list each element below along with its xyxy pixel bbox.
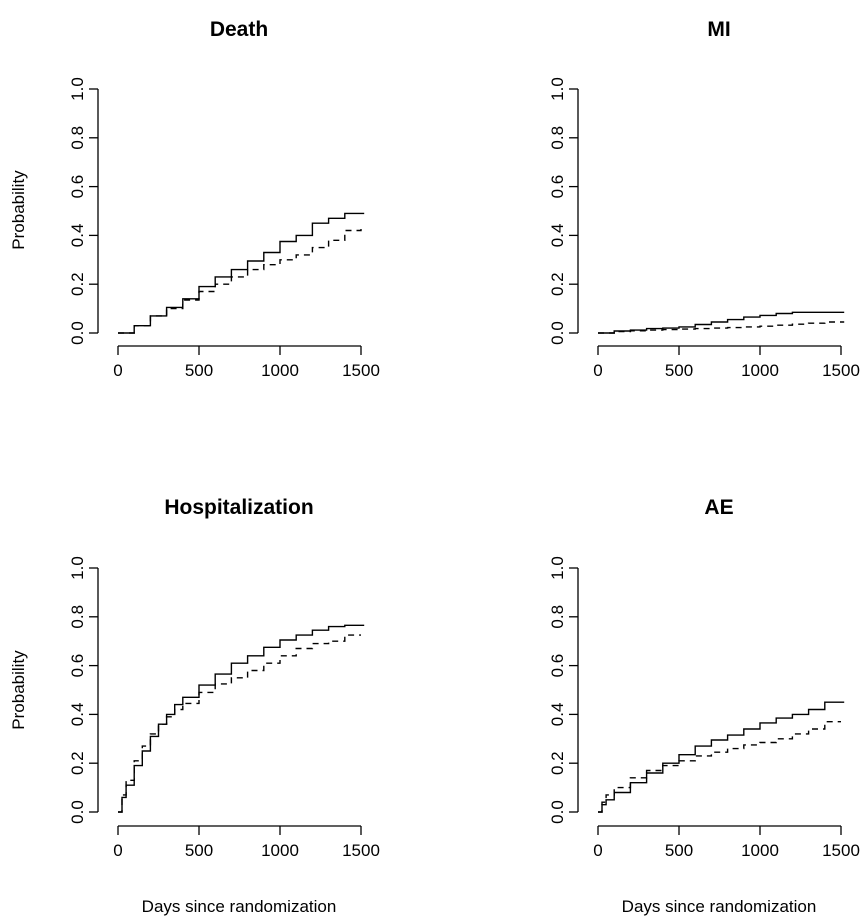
- y-tick-label: 1.0: [548, 556, 567, 580]
- dashed-series-line: [118, 634, 361, 813]
- x-tick-label: 500: [665, 841, 693, 860]
- panel-title: AE: [704, 496, 733, 519]
- x-tick-label: 1500: [822, 841, 860, 860]
- panel-title: MI: [707, 18, 730, 41]
- x-tick-label: 1500: [822, 361, 860, 380]
- x-tick-label: 500: [665, 361, 693, 380]
- dashed-series-line: [598, 321, 845, 334]
- x-tick-label: 1000: [741, 361, 779, 380]
- y-tick-label: 0.2: [68, 272, 87, 296]
- y-tick-label: 0.0: [548, 321, 567, 345]
- solid-series-line: [598, 701, 845, 813]
- dashed-series-line: [118, 225, 362, 334]
- x-tick-label: 500: [185, 361, 213, 380]
- panel-hospitalization: Hospitalization Probability Days since r…: [9, 496, 380, 916]
- y-tick-label: 0.6: [548, 654, 567, 678]
- y-tick-label: 0.2: [68, 751, 87, 775]
- panel-title: Death: [210, 18, 268, 41]
- x-tick-label: 500: [185, 841, 213, 860]
- y-tick-label: 0.0: [68, 800, 87, 824]
- solid-series-line: [598, 311, 845, 334]
- x-tick-label: 0: [113, 361, 122, 380]
- x-tick-label: 0: [593, 361, 602, 380]
- x-tick-label: 1500: [342, 841, 380, 860]
- x-tick-label: 0: [113, 841, 122, 860]
- y-axis-label: Probability: [9, 170, 28, 250]
- solid-series-line: [118, 624, 365, 813]
- y-tick-label: 0.8: [548, 126, 567, 150]
- solid-series-line: [118, 212, 365, 334]
- x-tick-label: 1000: [261, 361, 299, 380]
- y-tick-label: 0.4: [548, 224, 567, 248]
- y-tick-label: 0.2: [548, 751, 567, 775]
- y-tick-label: 0.8: [548, 605, 567, 629]
- y-tick-label: 0.6: [68, 654, 87, 678]
- x-tick-label: 1000: [261, 841, 299, 860]
- dashed-series-line: [598, 721, 841, 813]
- y-tick-label: 1.0: [68, 77, 87, 101]
- x-tick-label: 1000: [741, 841, 779, 860]
- y-axis-label: Probability: [9, 650, 28, 730]
- x-tick-label: 1500: [342, 361, 380, 380]
- y-tick-label: 0.0: [68, 321, 87, 345]
- x-tick-label: 0: [593, 841, 602, 860]
- y-tick-label: 0.0: [548, 800, 567, 824]
- panel-mi: MI 0.0 0.2 0.4 0.6 0.8 1.0 0 500 1000 1500: [548, 18, 860, 380]
- y-tick-label: 0.6: [68, 175, 87, 199]
- panel-death: Death Probability 0.0 0.2 0.4 0.6 0.8 1.0 0 500…: [9, 18, 380, 380]
- x-axis-label: Days since randomization: [142, 897, 337, 916]
- y-tick-label: 0.4: [68, 224, 87, 248]
- panel-ae: AE Days since randomization 0.0 0.2 0.4 0.6…: [548, 496, 860, 916]
- y-tick-label: 0.6: [548, 175, 567, 199]
- y-tick-label: 0.2: [548, 272, 567, 296]
- y-tick-label: 0.8: [68, 605, 87, 629]
- x-axis-label: Days since randomization: [622, 897, 817, 916]
- y-tick-label: 1.0: [548, 77, 567, 101]
- y-tick-label: 0.4: [68, 703, 87, 727]
- y-tick-label: 0.8: [68, 126, 87, 150]
- y-tick-label: 0.4: [548, 703, 567, 727]
- y-tick-label: 1.0: [68, 556, 87, 580]
- panel-title: Hospitalization: [164, 496, 313, 519]
